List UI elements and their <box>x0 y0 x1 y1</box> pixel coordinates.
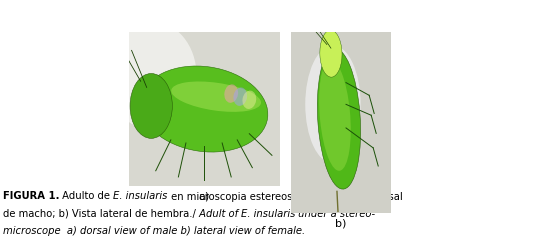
FancyBboxPatch shape <box>129 32 280 186</box>
Text: E. insularis: E. insularis <box>241 209 295 219</box>
Ellipse shape <box>140 66 268 152</box>
Ellipse shape <box>318 49 361 189</box>
Ellipse shape <box>320 30 342 77</box>
Text: Adulto de: Adulto de <box>59 191 113 201</box>
Text: Adult of: Adult of <box>196 209 241 219</box>
Text: FIGURA 1.: FIGURA 1. <box>3 191 59 201</box>
Ellipse shape <box>171 82 261 112</box>
Ellipse shape <box>224 84 238 103</box>
Ellipse shape <box>130 74 172 138</box>
Text: a): a) <box>198 191 210 201</box>
FancyBboxPatch shape <box>291 32 391 213</box>
Text: b): b) <box>335 218 347 228</box>
Ellipse shape <box>234 87 247 106</box>
Text: under a stereo-: under a stereo- <box>295 209 376 219</box>
Ellipse shape <box>106 21 197 129</box>
Text: en microscopia estereoscópica: a) Vista dorsal: en microscopia estereoscópica: a) Vista … <box>168 191 402 202</box>
Text: de macho; b) Vista lateral de hembra./: de macho; b) Vista lateral de hembra./ <box>3 209 196 219</box>
Ellipse shape <box>243 91 256 109</box>
Text: microscope  a) dorsal view of male b) lateral view of female.: microscope a) dorsal view of male b) lat… <box>3 226 305 236</box>
Ellipse shape <box>305 46 361 163</box>
Text: E. insularis: E. insularis <box>113 191 168 201</box>
Ellipse shape <box>319 60 351 171</box>
